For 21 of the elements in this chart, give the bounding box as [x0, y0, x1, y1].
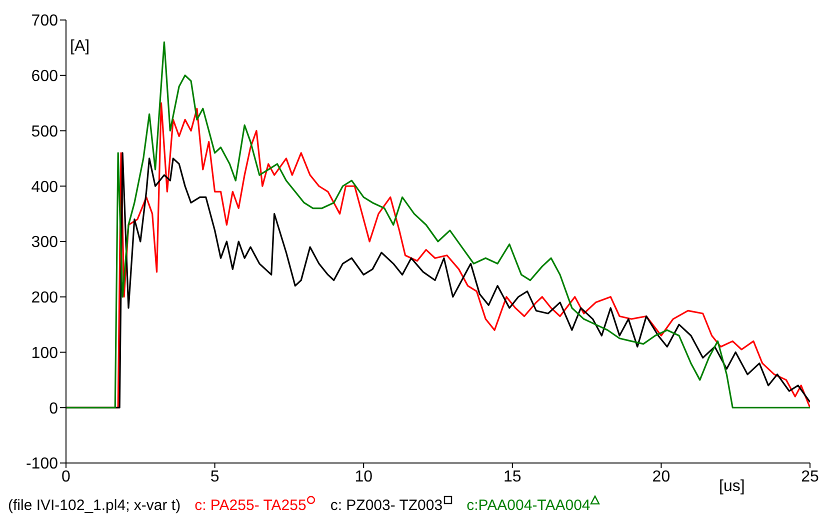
y-tick-label: 200	[31, 290, 58, 307]
y-tick-label: 300	[31, 234, 58, 252]
x-tick-label: 5	[210, 468, 220, 486]
y-tick-label: 0	[49, 400, 58, 418]
y-tick-label: 400	[31, 178, 58, 196]
y-axis-title: [A]	[70, 38, 90, 56]
y-tick-label: 700	[31, 12, 58, 30]
y-tick-label: 600	[31, 68, 58, 86]
x-tick-label: 0	[62, 468, 71, 486]
y-tick-label: -100	[26, 456, 58, 473]
x-tick-label: 15	[504, 468, 522, 486]
text: (file IVI-102_1.pl4; x-var t)	[8, 497, 181, 514]
x-tick-label: 20	[652, 468, 670, 486]
legend-label: c: PZ003- TZ003	[330, 497, 444, 514]
x-axis-title: [us]	[719, 478, 745, 496]
x-tick-label: 10	[354, 468, 373, 486]
legend-label: c:PAA004-TAA004	[466, 497, 592, 514]
y-tick-label: 100	[31, 344, 58, 362]
x-tick-label: 25	[801, 468, 819, 486]
legend-label: c: PA255- TA255	[194, 497, 308, 514]
y-tick-label: 500	[31, 123, 58, 140]
